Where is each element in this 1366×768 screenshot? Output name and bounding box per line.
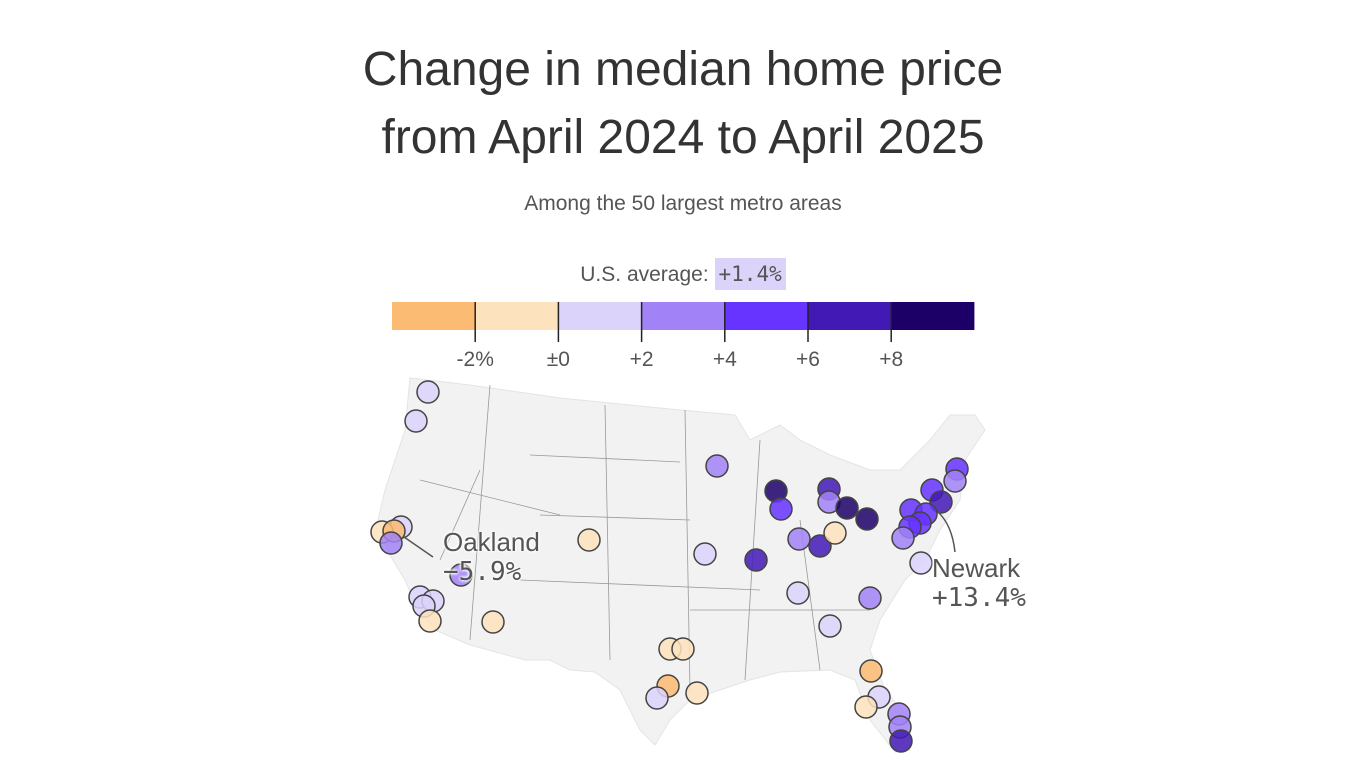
metro-dot (744, 548, 768, 572)
metro-dot (909, 551, 933, 575)
metro-dot (786, 581, 810, 605)
state-border (469, 384, 491, 641)
annotation-oakland: Oakland −5.9% (443, 527, 540, 587)
legend-swatch (808, 302, 892, 330)
metro-dot (449, 563, 473, 587)
legend-tick-label: +4 (713, 348, 737, 371)
us-average-label: U.S. average: (580, 263, 709, 286)
state-border (604, 404, 611, 661)
metro-dot (769, 497, 793, 521)
metro-dot (808, 534, 832, 558)
annotation-value: +13.4% (932, 583, 1026, 613)
legend-tick-label: +6 (796, 348, 820, 371)
annotation-arrow (403, 536, 434, 558)
legend-swatch (641, 302, 725, 330)
chart-title: Change in median home price from April 20… (0, 36, 1366, 172)
state-border (439, 469, 481, 561)
state-border (419, 479, 561, 516)
state-border (539, 514, 691, 521)
metro-dot (787, 527, 811, 551)
metro-dot (818, 614, 842, 638)
metro-dot (943, 469, 967, 493)
metro-dot (891, 526, 915, 550)
us-average-value: +1.4% (714, 258, 786, 290)
metro-dot (416, 380, 440, 404)
legend-swatch (392, 302, 476, 330)
annotation-name: Oakland (443, 527, 540, 557)
us-outline (377, 377, 986, 753)
legend-tick-label: -2% (457, 348, 494, 371)
legend-swatch (558, 302, 642, 330)
metro-dot (671, 637, 695, 661)
chart-subtitle: Among the 50 largest metro areas (524, 192, 842, 215)
metro-dot (854, 695, 878, 719)
metro-dot (379, 531, 403, 555)
metro-dot (693, 542, 717, 566)
metro-dot (835, 496, 859, 520)
annotation-name: Newark (932, 553, 1021, 583)
metro-dot (889, 729, 913, 753)
legend-swatch (724, 302, 808, 330)
us-average: U.S. average: +1.4% (0, 258, 1366, 290)
legend-tick-label: +8 (879, 348, 903, 371)
metro-dot (404, 409, 428, 433)
metro-dot (705, 454, 729, 478)
metro-dot (481, 610, 505, 634)
metro-dot (418, 609, 442, 633)
legend-swatch (891, 302, 975, 330)
annotation-arrow (937, 511, 956, 553)
metro-dot (858, 586, 882, 610)
metro-dot (685, 681, 709, 705)
state-border (529, 454, 681, 463)
metro-dot (577, 528, 601, 552)
legend-tick-label: +2 (630, 348, 654, 371)
metro-dot (859, 659, 883, 683)
annotation-value: −5.9% (443, 557, 522, 587)
legend-tick-label: ±0 (547, 348, 570, 371)
title-line-2: from April 2024 to April 2025 (381, 111, 985, 164)
annotation-newark: Newark +13.4% (932, 553, 1026, 613)
metro-dot (855, 507, 879, 531)
state-border (519, 579, 761, 591)
legend-swatch (475, 302, 559, 330)
title-line-1: Change in median home price (362, 43, 1004, 96)
metro-dot (823, 521, 847, 545)
metro-dot (645, 686, 669, 710)
